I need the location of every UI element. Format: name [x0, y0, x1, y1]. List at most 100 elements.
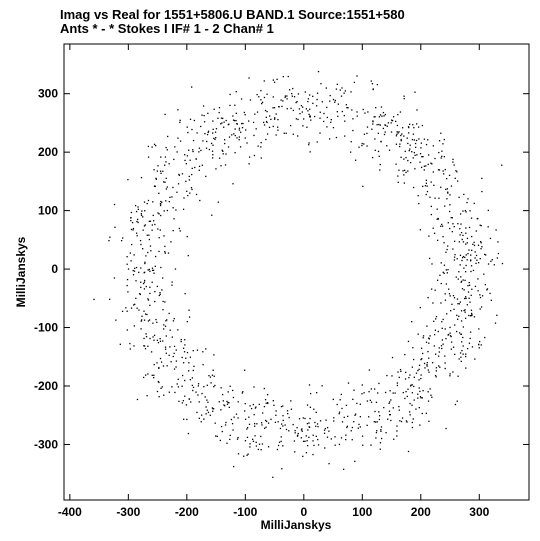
data-point — [182, 208, 185, 210]
data-point — [203, 418, 205, 420]
data-point — [115, 319, 117, 321]
data-point — [330, 119, 332, 121]
data-point — [437, 279, 439, 281]
data-point — [126, 278, 129, 281]
data-point — [265, 120, 268, 123]
data-point — [164, 346, 167, 348]
data-point — [444, 299, 447, 301]
data-point — [126, 310, 128, 312]
data-point — [212, 128, 214, 130]
data-point — [141, 210, 143, 212]
data-point — [341, 87, 343, 89]
data-point — [138, 271, 140, 274]
data-point — [437, 239, 439, 241]
x-tick-label: 100 — [352, 505, 372, 519]
data-point — [480, 242, 482, 244]
data-point — [192, 389, 194, 392]
data-point — [286, 98, 288, 100]
data-point — [158, 250, 160, 253]
data-point — [274, 421, 277, 423]
data-point — [315, 411, 317, 414]
data-point — [312, 440, 314, 442]
data-point — [380, 426, 383, 428]
data-point — [202, 363, 204, 366]
data-point — [133, 254, 135, 256]
data-point — [133, 325, 135, 327]
data-point — [427, 163, 429, 166]
data-point — [447, 192, 449, 194]
data-point — [143, 345, 146, 347]
data-point — [290, 408, 293, 410]
data-point — [141, 315, 143, 317]
data-point — [326, 106, 328, 109]
data-point — [412, 124, 414, 126]
data-point — [326, 126, 328, 128]
data-point — [281, 468, 283, 470]
data-point — [446, 272, 448, 274]
data-point — [264, 399, 267, 401]
data-point — [370, 80, 372, 82]
data-point — [428, 235, 430, 237]
data-point — [403, 95, 405, 97]
data-point — [147, 373, 149, 375]
data-point — [401, 417, 404, 419]
data-point — [160, 172, 162, 174]
data-point — [164, 251, 166, 253]
data-point — [427, 391, 429, 393]
data-point — [323, 429, 326, 431]
data-point — [457, 223, 459, 225]
data-point — [248, 423, 251, 425]
data-point — [386, 125, 388, 127]
data-point — [372, 121, 374, 123]
data-point — [250, 407, 253, 410]
data-point — [370, 388, 372, 390]
data-point — [248, 416, 250, 418]
data-point — [308, 144, 310, 146]
data-point — [405, 420, 408, 422]
data-point — [149, 286, 151, 288]
data-point — [428, 420, 430, 422]
data-point — [425, 182, 428, 184]
data-point — [135, 210, 138, 213]
data-point — [441, 339, 444, 341]
data-point — [458, 303, 460, 305]
data-point — [172, 320, 175, 322]
data-point — [165, 146, 167, 149]
data-point — [422, 352, 424, 355]
data-point — [430, 394, 432, 396]
data-point — [151, 281, 153, 283]
data-point — [147, 199, 150, 202]
data-point — [284, 95, 287, 97]
data-point — [138, 309, 140, 311]
data-point — [166, 319, 168, 321]
data-point — [411, 421, 413, 424]
data-point — [292, 87, 294, 90]
data-point — [277, 421, 279, 423]
data-point — [263, 80, 265, 82]
data-point — [300, 429, 303, 431]
data-point — [415, 139, 418, 142]
data-point — [171, 284, 173, 286]
data-point — [431, 362, 434, 364]
data-point — [184, 395, 186, 397]
data-point — [243, 111, 246, 114]
data-point — [395, 143, 398, 145]
data-point — [198, 401, 200, 403]
data-point — [147, 320, 150, 322]
data-point — [140, 214, 143, 217]
data-point — [387, 418, 389, 420]
data-point — [260, 422, 263, 424]
data-point — [414, 91, 416, 93]
data-point — [400, 138, 402, 141]
data-point — [255, 445, 258, 447]
data-point — [238, 129, 241, 131]
data-point — [225, 153, 227, 155]
data-point — [465, 227, 467, 229]
data-point — [260, 141, 262, 144]
data-point — [196, 132, 198, 134]
data-point — [452, 248, 454, 250]
data-point — [467, 291, 470, 293]
data-point — [375, 431, 378, 434]
data-point — [200, 414, 203, 416]
data-point — [133, 270, 136, 272]
